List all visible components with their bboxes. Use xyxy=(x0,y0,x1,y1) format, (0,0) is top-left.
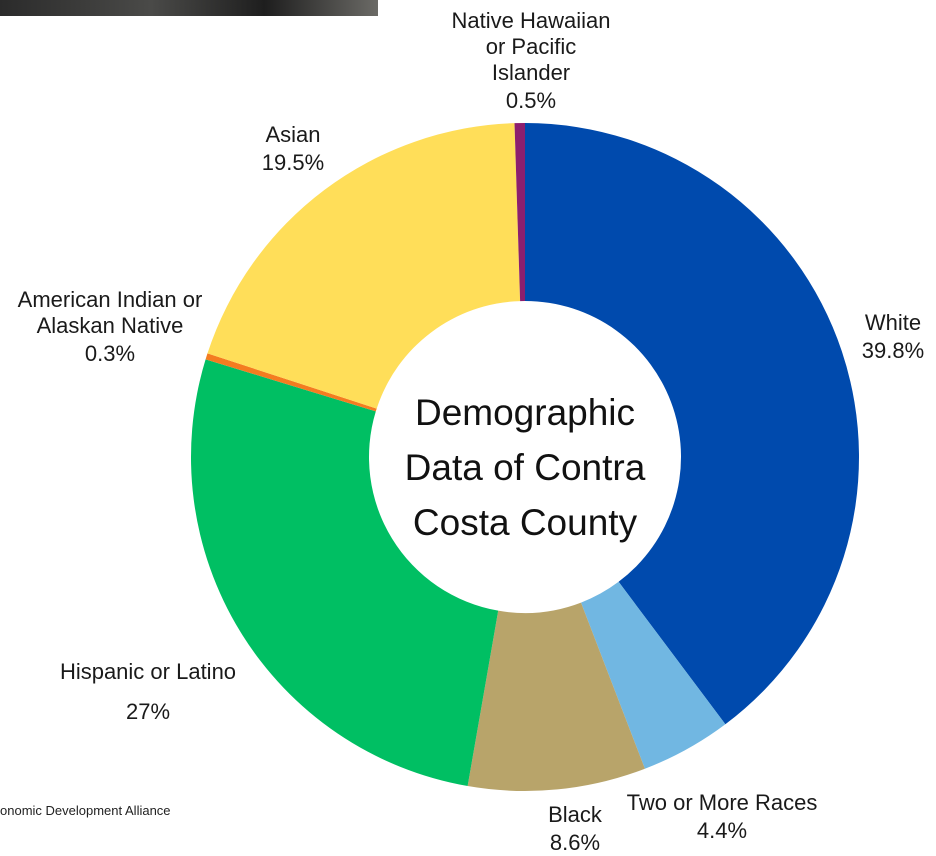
donut-slice xyxy=(205,353,377,412)
slice-label: Asian 19.5% xyxy=(243,122,343,176)
category-label: Asian xyxy=(265,122,321,147)
value-label: 4.4% xyxy=(696,818,748,843)
slice-label: Black 8.6% xyxy=(535,802,615,856)
donut-slice xyxy=(525,123,860,725)
category-label: Hispanic or Latino xyxy=(59,659,237,684)
category-label: Two or More Races xyxy=(626,790,818,815)
photo-fragment xyxy=(0,0,378,16)
slice-label: Two or More Races 4.4% xyxy=(602,790,842,844)
value-label: 8.6% xyxy=(549,830,601,855)
donut-slice xyxy=(467,602,645,791)
value-label: 0.5% xyxy=(505,88,557,113)
value-label: 27% xyxy=(125,699,171,724)
slice-label: Native Hawaiian or Pacific Islander 0.5% xyxy=(449,8,614,114)
category-label: American Indian or Alaskan Native xyxy=(17,287,203,338)
category-label: Native Hawaiian or Pacific Islander xyxy=(451,8,611,85)
value-label: 39.8% xyxy=(861,338,925,363)
slice-label: American Indian or Alaskan Native 0.3% xyxy=(10,287,210,367)
donut-slice xyxy=(514,123,525,302)
value-label: 0.3% xyxy=(84,341,136,366)
source-text: onomic Development Alliance xyxy=(0,803,171,818)
category-label: Black xyxy=(548,802,602,827)
chart-title: Demographic Data of Contra Costa County xyxy=(404,392,646,543)
donut-slice xyxy=(207,123,521,409)
slice-label: Hispanic or Latino 27% xyxy=(18,659,278,725)
donut-slice xyxy=(581,581,726,769)
value-label: 19.5% xyxy=(261,150,325,175)
donut-slice xyxy=(190,359,499,787)
slice-label: White 39.8% xyxy=(848,310,936,364)
category-label: White xyxy=(864,310,922,335)
